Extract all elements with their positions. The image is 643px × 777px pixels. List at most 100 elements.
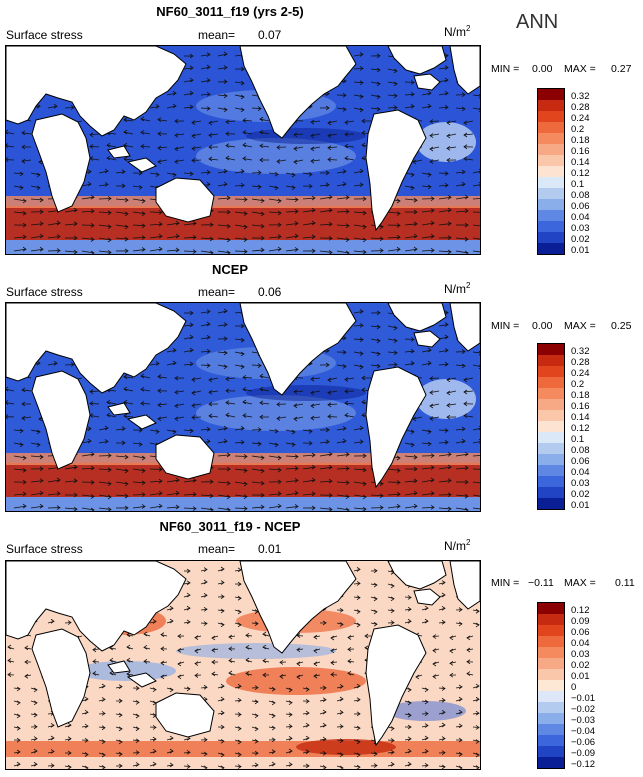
colorbar-level: 0.02 bbox=[537, 232, 590, 245]
panel-3-map bbox=[5, 560, 481, 770]
colorbar-swatch bbox=[537, 377, 565, 388]
colorbar-label: 0.16 bbox=[571, 401, 590, 412]
colorbar-label: 0.14 bbox=[571, 157, 590, 168]
colorbar-level: 0.06 bbox=[537, 454, 590, 467]
colorbar-label: 0.06 bbox=[571, 627, 590, 638]
colorbar-swatch bbox=[537, 669, 565, 680]
colorbar-swatch bbox=[537, 199, 565, 210]
season-label: ANN bbox=[516, 11, 559, 33]
colorbar-swatch bbox=[537, 487, 565, 498]
colorbar-label: 0.02 bbox=[571, 660, 590, 671]
panel-3-mean-label: mean= bbox=[198, 542, 236, 556]
colorbar-label: 0.03 bbox=[571, 649, 590, 660]
panel-1-units: N/m2 bbox=[444, 24, 471, 39]
colorbar-level: 0.12 bbox=[537, 603, 590, 616]
colorbar-swatch bbox=[537, 647, 565, 658]
colorbar-level: 0.09 bbox=[537, 614, 590, 627]
colorbar-level: 0.28 bbox=[537, 100, 590, 113]
colorbar-label: 0.03 bbox=[571, 478, 590, 489]
colorbar-level: 0.12 bbox=[537, 421, 590, 434]
colorbar-swatch bbox=[537, 100, 565, 111]
colorbar-label: 0.08 bbox=[571, 445, 590, 456]
panel-2-min-label: MIN = bbox=[491, 320, 520, 332]
colorbar-label: 0.01 bbox=[571, 671, 590, 682]
colorbar-swatch bbox=[537, 122, 565, 133]
colorbar-label: 0.32 bbox=[571, 346, 590, 357]
panel-3-min-label: MIN = bbox=[491, 577, 520, 589]
colorbar-level: 0.12 bbox=[537, 166, 590, 179]
colorbar-swatch bbox=[537, 355, 565, 366]
colorbar-swatch bbox=[537, 498, 565, 509]
colorbar-level: 0.01 bbox=[537, 243, 590, 256]
colorbar-label: 0.2 bbox=[571, 379, 585, 390]
panel-2-colorbar: 0.32 0.28 0.24 0.2 0.18 0.16 0.14 0.12 0.1 0.08 0.… bbox=[537, 343, 635, 511]
panel-3-max-value: 0.11 bbox=[615, 577, 635, 589]
colorbar-swatch bbox=[537, 454, 565, 465]
colorbar-label: 0.12 bbox=[571, 423, 590, 434]
continents bbox=[6, 46, 480, 232]
colorbar-swatch bbox=[537, 410, 565, 421]
colorbar-label: −0.01 bbox=[571, 693, 596, 704]
colorbar-swatch bbox=[537, 625, 565, 636]
panel-2-mean-value: 0.06 bbox=[258, 285, 282, 299]
colorbar-level: 0.02 bbox=[537, 658, 590, 671]
colorbar-level: 0.06 bbox=[537, 199, 590, 212]
colorbar-swatch bbox=[537, 221, 565, 232]
colorbar-level: 0.1 bbox=[537, 177, 584, 190]
colorbar-level: 0.18 bbox=[537, 388, 590, 401]
colorbar-label: 0.32 bbox=[571, 91, 590, 102]
colorbar-label: 0.16 bbox=[571, 146, 590, 157]
colorbar-label: −0.03 bbox=[571, 715, 596, 726]
panel-2-units: N/m2 bbox=[444, 281, 471, 296]
colorbar-level: −0.03 bbox=[537, 713, 595, 726]
panel-1-subtitle: Surface stress bbox=[6, 28, 83, 42]
colorbar-label: 0.02 bbox=[571, 489, 590, 500]
continents bbox=[6, 561, 480, 747]
colorbar-swatch bbox=[537, 432, 565, 443]
panel-2-title: NCEP bbox=[211, 262, 249, 277]
panel-2-max-value: 0.25 bbox=[611, 320, 632, 332]
colorbar-swatch bbox=[537, 111, 565, 122]
colorbar-swatch bbox=[537, 232, 565, 243]
colorbar-label: 0.28 bbox=[571, 357, 590, 368]
colorbar-level: 0 bbox=[537, 680, 576, 693]
colorbar-level: 0.08 bbox=[537, 443, 590, 456]
colorbar-label: 0.12 bbox=[571, 605, 590, 616]
panel-2-subtitle: Surface stress bbox=[6, 285, 83, 299]
colorbar-swatch bbox=[537, 133, 565, 144]
colorbar-label: 0.24 bbox=[571, 113, 590, 124]
colorbar-level: 0.04 bbox=[537, 465, 590, 478]
panel-3-units: N/m2 bbox=[444, 538, 471, 553]
colorbar-swatch bbox=[537, 144, 565, 155]
colorbar-level: −0.02 bbox=[537, 702, 595, 715]
colorbar-swatch bbox=[537, 691, 565, 702]
colorbar-label: 0.01 bbox=[571, 500, 590, 511]
colorbar-level: 0.2 bbox=[537, 122, 584, 135]
panel-3-mean-value: 0.01 bbox=[258, 542, 282, 556]
colorbar-swatch bbox=[537, 344, 565, 355]
colorbar-label: 0.2 bbox=[571, 124, 585, 135]
panel-3-min-value: −0.11 bbox=[528, 577, 554, 589]
colorbar-swatch bbox=[537, 757, 565, 768]
colorbar-label: 0.02 bbox=[571, 234, 590, 245]
colorbar-swatch bbox=[537, 713, 565, 724]
colorbar-level: 0.01 bbox=[537, 669, 590, 682]
colorbar-label: −0.09 bbox=[571, 748, 596, 759]
colorbar-swatch bbox=[537, 465, 565, 476]
colorbar-level: 0.24 bbox=[537, 111, 590, 124]
colorbar-level: 0.04 bbox=[537, 636, 590, 649]
colorbar-swatch bbox=[537, 188, 565, 199]
colorbar-label: 0.18 bbox=[571, 135, 590, 146]
colorbar-level: 0.2 bbox=[537, 377, 584, 390]
colorbar-swatch bbox=[537, 724, 565, 735]
panel-1-mean-label: mean= bbox=[198, 28, 236, 42]
colorbar-swatch bbox=[537, 210, 565, 221]
colorbar-level: 0.06 bbox=[537, 625, 590, 638]
colorbar-label: 0.28 bbox=[571, 102, 590, 113]
colorbar-label: 0.04 bbox=[571, 212, 590, 223]
colorbar-swatch bbox=[537, 89, 565, 100]
panel-2-max-label: MAX = bbox=[564, 320, 596, 332]
colorbar-level: 0.03 bbox=[537, 221, 590, 234]
panel-1-max-label: MAX = bbox=[564, 63, 596, 75]
colorbar-level: −0.04 bbox=[537, 724, 595, 737]
